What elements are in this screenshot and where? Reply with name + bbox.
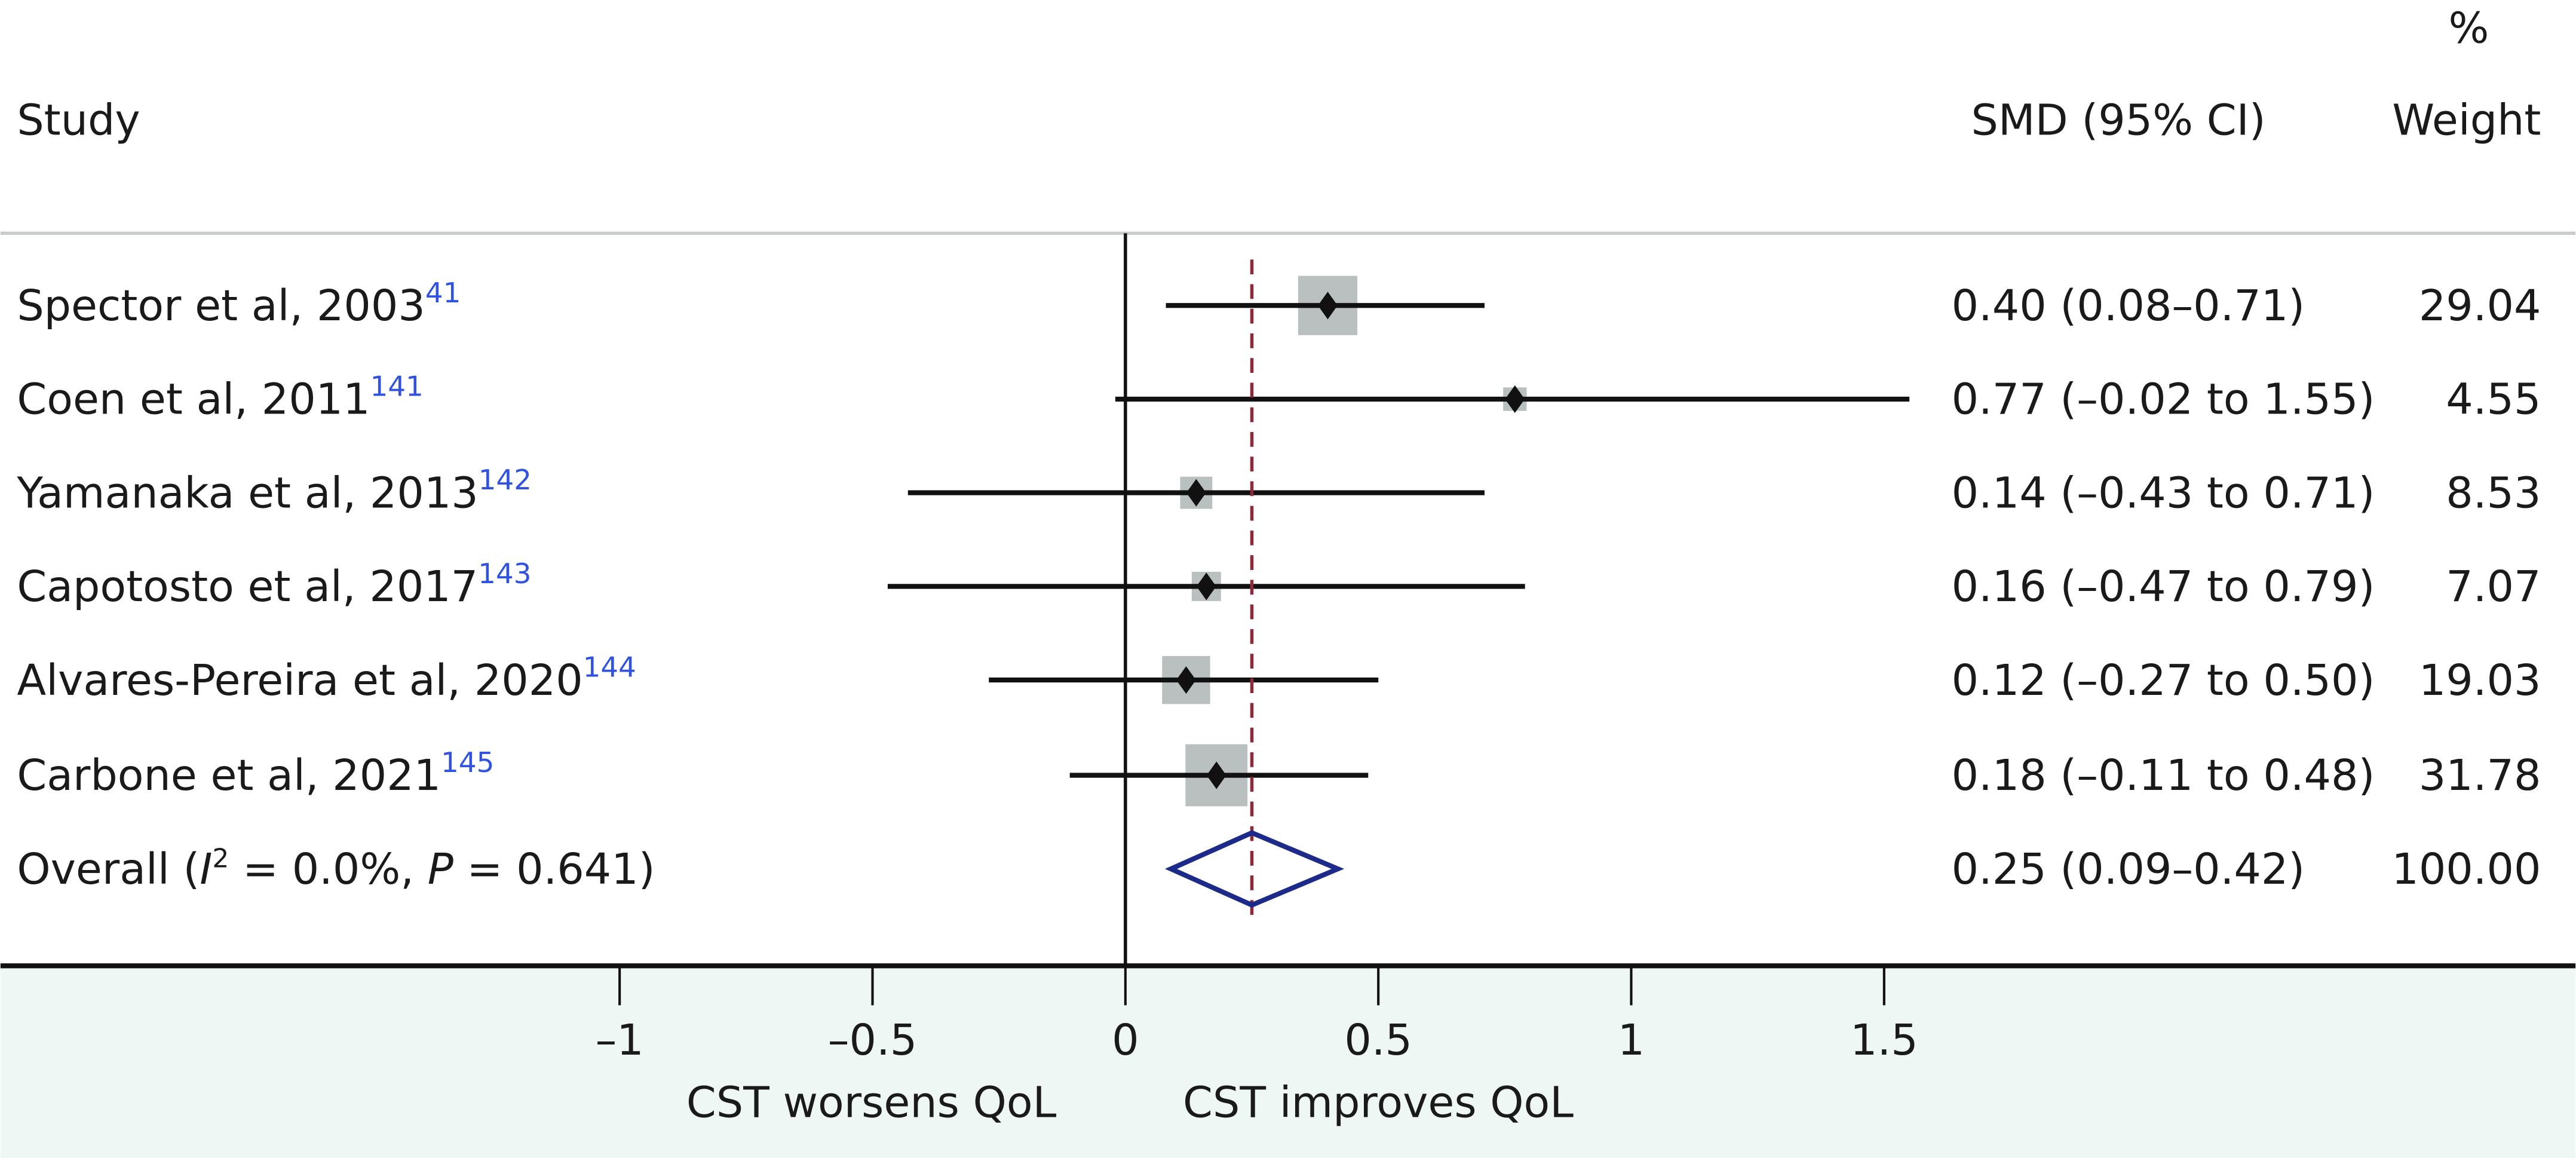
reference-superscript[interactable]: 141 xyxy=(370,370,424,403)
study-row: Yamanaka et al, 2013142 0.14 (–0.43 to 0.… xyxy=(16,464,2541,517)
reference-superscript[interactable]: 142 xyxy=(479,464,532,497)
point-estimate xyxy=(1318,292,1338,320)
study-label: Spector et al, 200341 xyxy=(17,277,461,330)
x-tick-label: 1 xyxy=(1618,1015,1645,1065)
ci-text: 0.14 (–0.43 to 0.71) xyxy=(1952,468,2375,517)
weight-text: 7.07 xyxy=(2446,562,2541,611)
overall-weight-text: 100.00 xyxy=(2391,844,2541,894)
ci-text: 0.40 (0.08–0.71) xyxy=(1952,281,2305,330)
x-tick-label: –1 xyxy=(596,1015,644,1065)
reference-superscript[interactable]: 143 xyxy=(478,558,531,590)
point-estimate xyxy=(1206,761,1226,789)
header-smd: SMD (95% CI) xyxy=(1971,95,2266,145)
x-label-left: CST worsens QoL xyxy=(686,1077,1057,1127)
weight-text: 31.78 xyxy=(2419,750,2541,800)
header-weight-pct: % xyxy=(2449,3,2489,53)
study-row: Coen et al, 2011141 0.77 (–0.02 to 1.55) 4… xyxy=(17,370,2541,424)
ci-text: 0.18 (–0.11 to 0.48) xyxy=(1952,750,2375,800)
study-label: Coen et al, 2011141 xyxy=(17,370,423,424)
overall-ci-text: 0.25 (0.09–0.42) xyxy=(1952,844,2305,894)
study-row: Capotosto et al, 2017143 0.16 (–0.47 to 0… xyxy=(17,558,2541,611)
header-study: Study xyxy=(17,95,140,145)
study-label: Yamanaka et al, 2013142 xyxy=(16,464,532,517)
study-row: Alvares-Pereira et al, 2020144 0.12 (–0.2… xyxy=(17,652,2541,705)
weight-text: 19.03 xyxy=(2419,655,2541,705)
weight-text: 29.04 xyxy=(2419,281,2541,330)
axis-panel xyxy=(0,966,2576,1158)
study-label: Alvares-Pereira et al, 2020144 xyxy=(17,652,636,705)
x-tick-label: 0.5 xyxy=(1344,1015,1412,1065)
study-row: Carbone et al, 2021145 0.18 (–0.11 to 0.4… xyxy=(17,744,2541,807)
overall-label: Overall (I2 = 0.0%, P = 0.641) xyxy=(17,843,655,893)
overall-diamond xyxy=(1164,830,1345,908)
study-label: Capotosto et al, 2017143 xyxy=(17,558,531,611)
point-estimate xyxy=(1196,572,1216,601)
study-label: Carbone et al, 2021145 xyxy=(17,747,494,800)
point-estimate xyxy=(1186,479,1206,507)
reference-superscript[interactable]: 144 xyxy=(583,652,636,684)
x-tick-label: 1.5 xyxy=(1850,1015,1918,1065)
weight-text: 4.55 xyxy=(2446,375,2541,424)
x-label-right: CST improves QoL xyxy=(1183,1077,1574,1127)
point-estimate xyxy=(1505,385,1525,413)
ci-text: 0.16 (–0.47 to 0.79) xyxy=(1952,562,2375,611)
study-row: Spector et al, 200341 0.40 (0.08–0.71) 29.… xyxy=(17,275,2541,335)
ci-text: 0.77 (–0.02 to 1.55) xyxy=(1952,375,2375,424)
reference-superscript[interactable]: 41 xyxy=(425,277,461,310)
weight-text: 8.53 xyxy=(2446,468,2541,517)
point-estimate xyxy=(1176,666,1196,694)
x-tick-label: –0.5 xyxy=(828,1015,917,1065)
header-weight: Weight xyxy=(2392,95,2541,145)
ci-text: 0.12 (–0.27 to 0.50) xyxy=(1952,655,2375,705)
x-tick-label: 0 xyxy=(1112,1015,1139,1065)
reference-superscript[interactable]: 145 xyxy=(441,747,494,779)
